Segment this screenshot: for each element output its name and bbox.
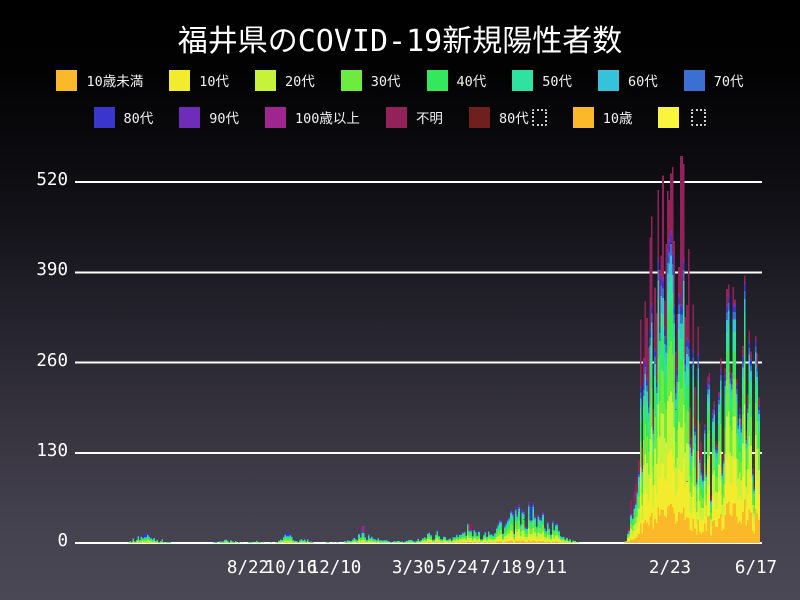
legend-item-10s: 10代 <box>169 69 229 91</box>
legend-item-100plus: 100歳以上 <box>265 106 360 128</box>
legend-item-20s: 20代 <box>254 69 315 91</box>
legend-label: 10歳 <box>602 111 633 127</box>
legend: 10歳未満 10代 20代 30代 40代 50代 <box>0 67 800 141</box>
legend-item-40s: 40代 <box>426 69 487 91</box>
legend-item-tofu <box>658 106 707 128</box>
legend-item-unknown: 不明 <box>385 106 443 128</box>
legend-item-80s: 80代 <box>93 106 154 128</box>
legend-label: 10歳未満 <box>86 74 144 90</box>
legend-item-10sai: 10歳 <box>572 106 633 128</box>
legend-swatch <box>179 106 201 128</box>
legend-label: 80代 <box>498 111 529 127</box>
legend-swatch <box>598 69 620 91</box>
missing-glyph-box <box>531 108 547 126</box>
legend-label: 70代 <box>713 74 744 90</box>
x-tick-label: 3/30 <box>391 558 435 578</box>
x-tick-label: 2/23 <box>648 558 692 578</box>
bars-group <box>124 155 760 543</box>
missing-glyph-box <box>691 108 707 126</box>
legend-item-70s: 70代 <box>683 69 744 91</box>
x-tick-label: 10/16 <box>264 558 318 578</box>
y-tick-label: 260 <box>36 350 68 371</box>
legend-item-50s: 50代 <box>512 69 573 91</box>
legend-label: 100歳以上 <box>295 111 360 127</box>
x-tick-label: 6/17 <box>734 558 778 578</box>
legend-swatch <box>93 106 115 128</box>
legend-swatch <box>572 106 594 128</box>
legend-swatch <box>426 69 448 91</box>
legend-row-1: 10歳未満 10代 20代 30代 40代 50代 <box>0 67 800 93</box>
legend-item-60s: 60代 <box>598 69 658 91</box>
legend-swatch <box>683 69 705 91</box>
chart-title: 福井県のCOVID-19新規陽性者数 <box>177 24 623 59</box>
legend-label: 40代 <box>456 74 487 90</box>
y-tick-label: 520 <box>36 170 68 191</box>
x-tick-label: 8/22 <box>226 558 270 578</box>
y-tick-label: 130 <box>36 440 68 461</box>
legend-swatch <box>658 106 680 128</box>
y-tick-label: 390 <box>36 260 68 281</box>
legend-swatch <box>468 106 490 128</box>
legend-item-90s: 90代 <box>179 106 240 128</box>
legend-row-2: 80代 90代 100歳以上 不明 80代 10歳 <box>0 104 800 130</box>
legend-swatch <box>254 69 276 91</box>
legend-label: 不明 <box>415 111 443 127</box>
legend-item-under10: 10歳未満 <box>56 69 144 91</box>
y-tick-label: 0 <box>57 531 68 551</box>
legend-label: 80代 <box>123 111 154 127</box>
legend-swatch <box>56 69 78 91</box>
legend-swatch <box>340 69 362 91</box>
legend-item-30s: 30代 <box>340 69 401 91</box>
legend-item-80s-tofu: 80代 <box>468 106 547 128</box>
x-tick-label: 12/10 <box>308 558 362 578</box>
legend-label: 90代 <box>209 111 240 127</box>
legend-label: 30代 <box>370 74 401 90</box>
legend-label: 20代 <box>284 74 315 90</box>
legend-label: 50代 <box>542 74 573 90</box>
legend-label: 10代 <box>199 74 229 90</box>
legend-label: 60代 <box>628 74 658 90</box>
x-tick-label: 9/11 <box>524 558 568 578</box>
x-tick-label: 5/24 <box>435 558 479 578</box>
legend-swatch <box>385 106 407 128</box>
legend-swatch <box>265 106 287 128</box>
x-tick-label: 7/18 <box>479 558 523 578</box>
legend-swatch <box>169 69 191 91</box>
legend-swatch <box>512 69 534 91</box>
